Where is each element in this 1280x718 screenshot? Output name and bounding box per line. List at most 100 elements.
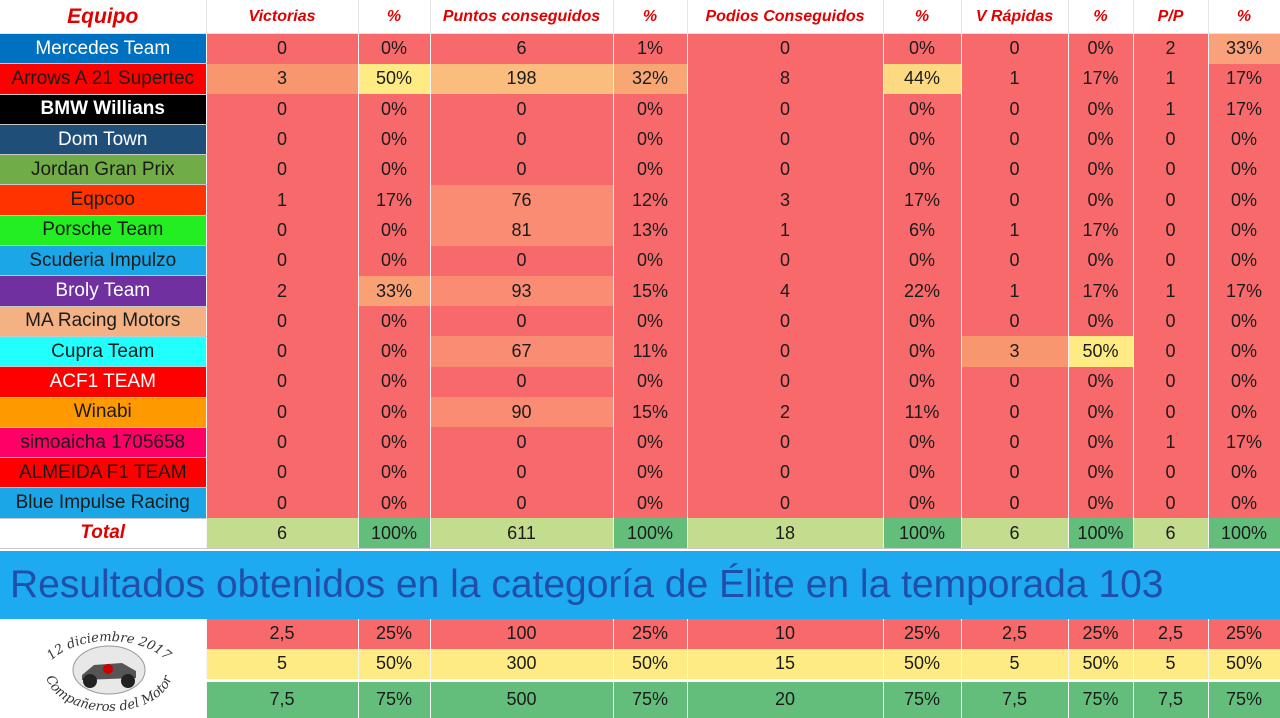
stat-cell[interactable]: 0 [1133,487,1209,519]
stat-cell[interactable]: 0% [883,457,962,488]
stat-cell[interactable]: 0% [613,457,688,488]
stat-cell[interactable]: 0 [687,306,884,337]
stat-cell[interactable]: 0% [1208,397,1280,428]
stat-cell[interactable]: 11% [883,397,962,428]
stat-cell[interactable]: 12% [613,184,688,216]
stat-cell[interactable]: 0% [358,336,431,367]
stat-cell[interactable]: 17% [1068,215,1134,246]
stat-cell[interactable]: 0 [1133,154,1209,185]
team-name-cell[interactable]: ALMEIDA F1 TEAM [0,457,207,489]
total-cell[interactable]: 6 [1133,518,1209,549]
stat-cell[interactable]: 0 [961,487,1069,519]
stat-cell[interactable]: 0 [430,487,614,519]
stat-cell[interactable]: 0 [687,154,884,185]
stat-cell[interactable]: 0% [358,397,431,428]
stat-cell[interactable]: 0 [687,124,884,155]
stat-cell[interactable]: 33% [1208,33,1280,64]
stat-cell[interactable]: 0% [358,427,431,458]
legend-cell[interactable]: 10 [687,618,884,649]
total-cell[interactable]: 100% [1068,518,1134,549]
legend-cell[interactable]: 5 [1133,648,1209,681]
stat-cell[interactable]: 0% [883,124,962,155]
stat-cell[interactable]: 0 [206,366,359,398]
stat-cell[interactable]: 0 [1133,124,1209,155]
stat-cell[interactable]: 0% [883,245,962,276]
total-cell[interactable]: 100% [883,518,962,549]
total-cell[interactable]: 100% [358,518,431,549]
stat-cell[interactable]: 0 [961,33,1069,64]
legend-cell[interactable]: 25% [1068,618,1134,649]
stat-cell[interactable]: 0% [1068,397,1134,428]
legend-cell[interactable]: 2,5 [1133,618,1209,649]
stat-cell[interactable]: 0% [358,366,431,398]
stat-cell[interactable]: 0 [687,457,884,488]
stat-cell[interactable]: 3 [206,63,359,95]
stat-cell[interactable]: 0 [430,306,614,337]
stat-cell[interactable]: 1 [687,215,884,246]
total-cell[interactable]: 6 [961,518,1069,549]
stat-cell[interactable]: 0 [206,33,359,64]
stat-cell[interactable]: 1 [1133,94,1209,125]
legend-cell[interactable]: 75% [1068,678,1134,718]
stat-cell[interactable]: 17% [1208,427,1280,458]
stat-cell[interactable]: 0% [613,427,688,458]
stat-cell[interactable]: 0% [1068,124,1134,155]
stat-cell[interactable]: 0% [1068,487,1134,519]
legend-cell[interactable]: 50% [883,648,962,681]
stat-cell[interactable]: 0 [206,245,359,276]
team-name-cell[interactable]: simoaicha 1705658 [0,427,207,459]
stat-cell[interactable]: 93 [430,275,614,307]
total-cell[interactable]: 18 [687,518,884,549]
stat-cell[interactable]: 0 [206,215,359,246]
stat-cell[interactable]: 0% [613,306,688,337]
stat-cell[interactable]: 0 [430,94,614,125]
stat-cell[interactable]: 0 [430,457,614,488]
stat-cell[interactable]: 0 [430,154,614,185]
legend-cell[interactable]: 50% [1068,648,1134,681]
stat-cell[interactable]: 0% [1068,33,1134,64]
legend-cell[interactable]: 5 [961,648,1069,681]
stat-cell[interactable]: 0% [358,306,431,337]
stat-cell[interactable]: 0% [1208,245,1280,276]
column-header[interactable]: % [883,0,962,34]
column-header[interactable]: Podios Conseguidos [687,0,884,34]
stat-cell[interactable]: 0 [1133,397,1209,428]
column-header[interactable]: P/P [1133,0,1209,34]
stat-cell[interactable]: 0% [1068,154,1134,185]
stat-cell[interactable]: 0% [1208,487,1280,519]
stat-cell[interactable]: 6 [430,33,614,64]
stat-cell[interactable]: 0% [883,336,962,367]
stat-cell[interactable]: 33% [358,275,431,307]
stat-cell[interactable]: 50% [1068,336,1134,367]
total-cell[interactable]: 100% [1208,518,1280,549]
stat-cell[interactable]: 0 [1133,457,1209,488]
stat-cell[interactable]: 17% [1068,275,1134,307]
legend-cell[interactable]: 500 [430,678,614,718]
stat-cell[interactable]: 0% [1068,306,1134,337]
stat-cell[interactable]: 0 [961,94,1069,125]
stat-cell[interactable]: 3 [961,336,1069,367]
stat-cell[interactable]: 90 [430,397,614,428]
column-header[interactable]: % [1068,0,1134,34]
stat-cell[interactable]: 0 [687,245,884,276]
stat-cell[interactable]: 0% [613,245,688,276]
team-name-cell[interactable]: Winabi [0,397,207,428]
stat-cell[interactable]: 0% [358,154,431,185]
total-cell[interactable]: 100% [613,518,688,549]
stat-cell[interactable]: 17% [1208,63,1280,95]
stat-cell[interactable]: 0% [613,154,688,185]
stat-cell[interactable]: 0 [206,124,359,155]
legend-cell[interactable]: 2,5 [206,618,359,649]
stat-cell[interactable]: 0 [687,366,884,398]
legend-cell[interactable]: 50% [613,648,688,681]
team-name-cell[interactable]: Dom Town [0,124,207,156]
stat-cell[interactable]: 0 [961,245,1069,276]
legend-cell[interactable]: 25% [358,618,431,649]
stat-cell[interactable]: 76 [430,184,614,216]
team-name-cell[interactable]: Blue Impulse Racing [0,487,207,519]
stat-cell[interactable]: 6% [883,215,962,246]
stat-cell[interactable]: 0 [206,397,359,428]
stat-cell[interactable]: 0% [883,366,962,398]
stat-cell[interactable]: 0 [687,33,884,64]
legend-cell[interactable]: 15 [687,648,884,681]
